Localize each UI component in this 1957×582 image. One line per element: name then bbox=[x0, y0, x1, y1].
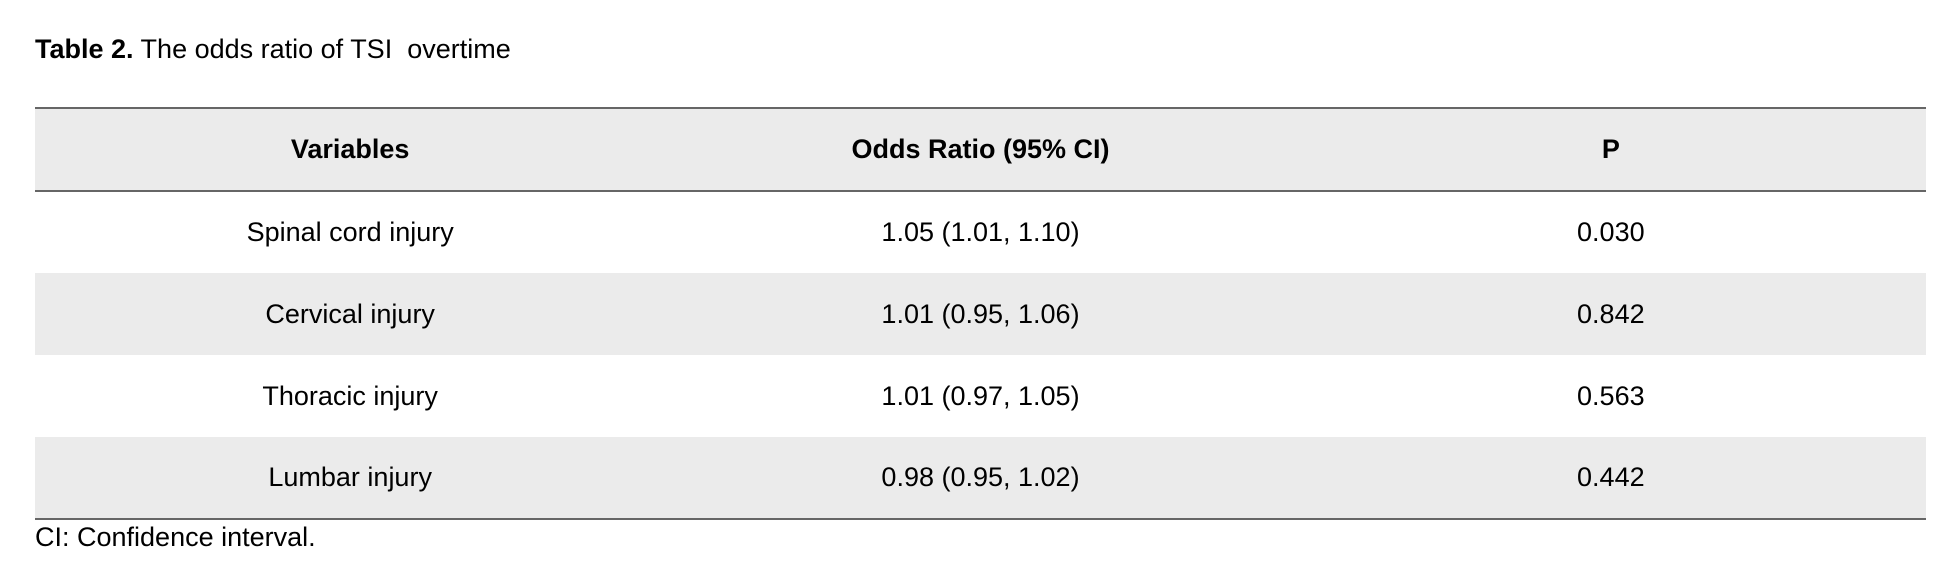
table-row: Thoracic injury 1.01 (0.97, 1.05) 0.563 bbox=[35, 355, 1926, 437]
odds-table: Variables Odds Ratio (95% CI) P Spinal cor… bbox=[35, 107, 1926, 520]
table-cell: 1.01 (0.95, 1.06) bbox=[881, 298, 1080, 329]
table-cell: 0.442 bbox=[1577, 462, 1645, 492]
caption-text: The odds ratio of TSI overtime bbox=[133, 34, 511, 64]
header-cell: Variables bbox=[290, 134, 410, 164]
table-header: Variables Odds Ratio (95% CI) P bbox=[35, 108, 1926, 191]
table-cell: 1.05 (1.01, 1.10) bbox=[881, 217, 1080, 247]
table-cell: 0.842 bbox=[1577, 298, 1645, 329]
table-cell: 0.030 bbox=[1577, 217, 1645, 247]
table-row: Spinal cord injury 1.05 (1.01, 1.10) 0.030 bbox=[35, 191, 1926, 273]
table-cell: 0.563 bbox=[1577, 380, 1645, 411]
table-cell: 0.98 (0.95, 1.02) bbox=[881, 462, 1080, 492]
table-cell: Spinal cord injury bbox=[246, 217, 454, 247]
table-cell: 1.01 (0.97, 1.05) bbox=[881, 380, 1080, 411]
table-body: Spinal cord injury 1.05 (1.01, 1.10) 0.030… bbox=[35, 191, 1926, 519]
table-row: Cervical injury 1.01 (0.95, 1.06) 0.842 bbox=[35, 273, 1926, 355]
caption-label: Table 2. bbox=[35, 34, 134, 64]
table-row: Lumbar injury 0.98 (0.95, 1.02) 0.442 bbox=[35, 437, 1926, 519]
table-cell: Cervical injury bbox=[265, 298, 435, 329]
table-cell: Lumbar injury bbox=[268, 462, 432, 492]
header-cell: P bbox=[1601, 134, 1620, 164]
header-cell: Odds Ratio (95% CI) bbox=[851, 134, 1110, 164]
table-cell: Thoracic injury bbox=[262, 380, 438, 411]
footnote: CI: Confidence interval. bbox=[35, 522, 316, 552]
header-row: Variables Odds Ratio (95% CI) P bbox=[35, 108, 1926, 191]
table-caption: Table 2. The odds ratio of TSI overtime bbox=[35, 34, 511, 65]
